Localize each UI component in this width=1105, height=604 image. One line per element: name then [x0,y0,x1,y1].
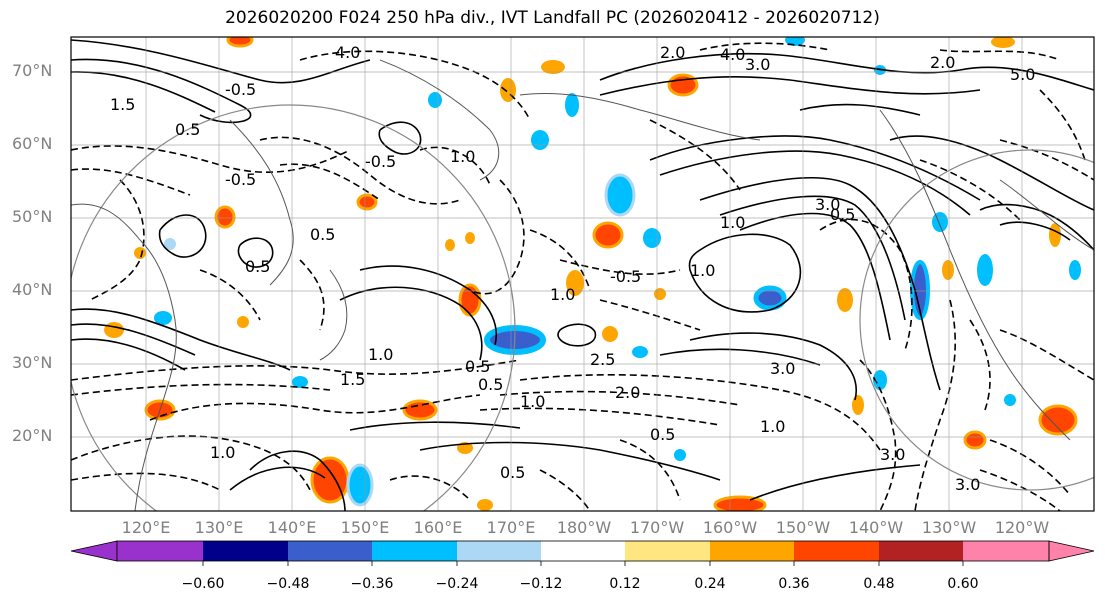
plot-frame [70,36,1095,512]
colorbar-bin [288,541,372,561]
contour-label: 0.5 [650,425,675,444]
contour-label: 5.0 [1010,65,1035,84]
contour-label: 0.5 [245,257,270,276]
lon-label: 130°E [194,518,244,537]
contour-label: 0.5 [465,357,490,376]
lon-label: 120°E [121,518,171,537]
contour-label: 0.5 [478,375,503,394]
colorbar-bin [794,541,879,561]
lat-label: 20°N [12,426,53,445]
region-circles [71,104,1094,511]
colorbar-bin [625,541,710,561]
lat-label: 30°N [12,353,53,372]
lon-label: 140°E [267,518,317,537]
contour-label: 2.0 [615,383,640,402]
colorbar-bin [963,541,1049,561]
lon-label: 180°W [556,518,612,537]
contour-label: 1.0 [720,213,745,232]
colorbar-bin [879,541,963,561]
colorbar-tick-label: 0.36 [778,576,810,592]
colorbar-bin [203,541,288,561]
colorbar-tick-label: −0.24 [435,576,479,592]
colorbar [70,540,1095,566]
colorbar-bin [372,541,457,561]
lon-label: 150°E [340,518,390,537]
contour-label: 1.0 [550,285,575,304]
colorbar-bin [117,541,203,561]
lat-label: 70°N [12,61,53,80]
colorbar-tick-label: −0.60 [181,576,225,592]
lat-label: 60°N [12,134,53,153]
colorbar-tick-label: 0.60 [947,576,979,592]
contour-label: 1.0 [368,345,393,364]
contour-label: 4.0 [335,43,360,62]
contour-label: -0.5 [610,267,641,286]
contour-label: -0.5 [225,170,256,189]
map-title: 2026020200 F024 250 hPa div., IVT Landfa… [225,8,880,28]
contour-label: 1.0 [450,147,475,166]
lon-label: 140°W [848,518,904,537]
colorbar-bin [710,541,794,561]
map-plot-area: 4.0 2.0 4.0 3.0 -0.5 0.5 1.5 -0.5 1.0 -0… [71,37,1094,511]
contour-label: 2.0 [930,53,955,72]
contour-label: 1.5 [110,95,135,114]
lon-label: 130°W [921,518,977,537]
contour-label: 0.5 [175,120,200,139]
lon-label: 120°W [994,518,1050,537]
lat-label: 40°N [12,280,53,299]
contour-label: 1.0 [210,443,235,462]
colorbar-extend-low [70,540,118,562]
contour-labels: 4.0 2.0 4.0 3.0 -0.5 0.5 1.5 -0.5 1.0 -0… [110,43,1035,494]
contour-label: 1.0 [690,261,715,280]
lon-label: 160°W [702,518,758,537]
lat-label: 50°N [12,207,53,226]
contour-label: 3.0 [770,359,795,378]
lon-label: 170°W [629,518,685,537]
contour-label: 4.0 [720,45,745,64]
dashed-contours [71,42,1094,511]
lon-label: 170°E [486,518,536,537]
contour-label: 3.0 [955,475,980,494]
contour-label: 1.0 [760,417,785,436]
contour-label: 3.0 [815,195,840,214]
contour-label: 0.5 [310,225,335,244]
contour-label: 3.0 [745,55,770,74]
coastlines [71,59,1094,511]
lon-label: 160°E [413,518,463,537]
solid-contours [71,39,1094,511]
contour-label: 0.5 [500,463,525,482]
contour-label: 2.5 [590,350,615,369]
contour-label: 2.0 [660,43,685,62]
colorbar-tick-label: −0.12 [519,576,563,592]
colorbar-extend-high [1048,540,1095,562]
colorbar-tick-label: 0.24 [694,576,726,592]
colorbar-tick-label: 0.48 [863,576,895,592]
colorbar-bin [457,541,541,561]
contour-label: 3.0 [880,445,905,464]
colorbar-tick-label: −0.36 [350,576,394,592]
lon-label: 150°W [775,518,831,537]
contour-label: 0.5 [830,205,855,224]
contour-label: -0.5 [225,80,256,99]
colorbar-tick-label: −0.48 [266,576,310,592]
contour-label: 1.5 [340,370,365,389]
colorbar-tick-label: 0.12 [609,576,641,592]
contour-label: 1.0 [520,392,545,411]
contour-label: -0.5 [365,152,396,171]
colorbar-bin [541,541,625,561]
